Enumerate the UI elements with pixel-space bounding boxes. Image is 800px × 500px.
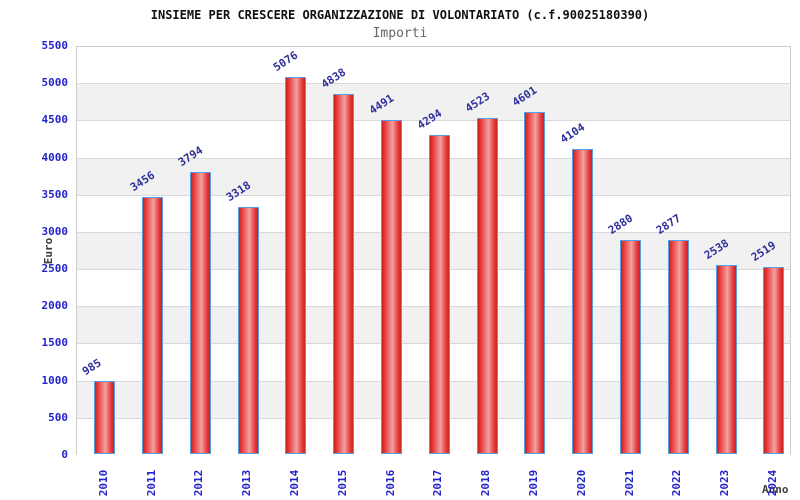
x-axis-tick-label: 2024 <box>765 469 779 497</box>
x-axis-tick-label: 2013 <box>240 469 254 497</box>
x-axis-tick-label: 2010 <box>96 469 110 497</box>
plot-background-band <box>77 84 790 122</box>
x-axis-tick-label: 2017 <box>431 469 445 497</box>
y-axis-tick-label: 0 <box>61 448 68 461</box>
x-axis-tick-label: 2012 <box>192 469 206 497</box>
x-axis-tick-label: 2014 <box>287 469 301 497</box>
y-axis-tick-label: 1000 <box>41 373 69 387</box>
bar <box>667 240 689 454</box>
y-axis-tick-label: 4500 <box>41 113 69 127</box>
gridline <box>77 83 790 85</box>
x-axis-title: Anno <box>762 483 789 496</box>
bar <box>715 265 737 454</box>
y-axis-tick-label: 500 <box>48 410 68 424</box>
x-axis-tick-label: 2019 <box>526 469 540 497</box>
plot-area: 985 3456 3794 3318 5076 4838 4491 4294 4523 4601 4… <box>76 46 791 456</box>
x-axis-tick-label: 2022 <box>670 469 684 497</box>
y-axis-tick-label: 4000 <box>41 150 69 164</box>
bar <box>285 76 307 454</box>
x-axis-tick-label: 2021 <box>622 469 636 497</box>
y-axis-tick-label: 5500 <box>41 39 69 52</box>
bar <box>142 197 163 454</box>
x-axis-tick-label: 2023 <box>718 469 732 497</box>
bar <box>237 207 259 454</box>
bar <box>94 380 116 454</box>
bar <box>381 120 402 454</box>
y-axis-tick-label: 5000 <box>41 76 69 90</box>
plot-background-band <box>77 47 790 85</box>
x-axis-tick-label: 2016 <box>383 469 397 497</box>
y-axis-tick-label: 2000 <box>41 299 69 313</box>
bar <box>189 171 211 454</box>
y-axis-tick-label: 1500 <box>41 336 69 350</box>
bar <box>524 111 546 454</box>
chart-title: INSIEME PER CRESCERE ORGANIZZAZIONE DI V… <box>150 8 650 22</box>
bar <box>620 239 641 454</box>
gridline <box>77 120 790 122</box>
chart-subtitle: Importi <box>372 26 428 41</box>
x-axis-tick-label: 2015 <box>335 469 349 497</box>
x-axis-tick-label: 2020 <box>574 469 588 497</box>
bar <box>333 94 355 454</box>
bar <box>763 266 785 454</box>
bar <box>476 117 498 454</box>
x-axis-tick-label: 2018 <box>479 469 493 497</box>
bar <box>572 148 594 454</box>
y-axis-tick-label: 3500 <box>41 187 69 201</box>
bar <box>428 134 450 454</box>
y-axis-tick-label: 2500 <box>41 262 69 276</box>
x-axis-tick-label: 2011 <box>144 469 158 497</box>
y-axis-tick-label: 3000 <box>41 224 69 238</box>
